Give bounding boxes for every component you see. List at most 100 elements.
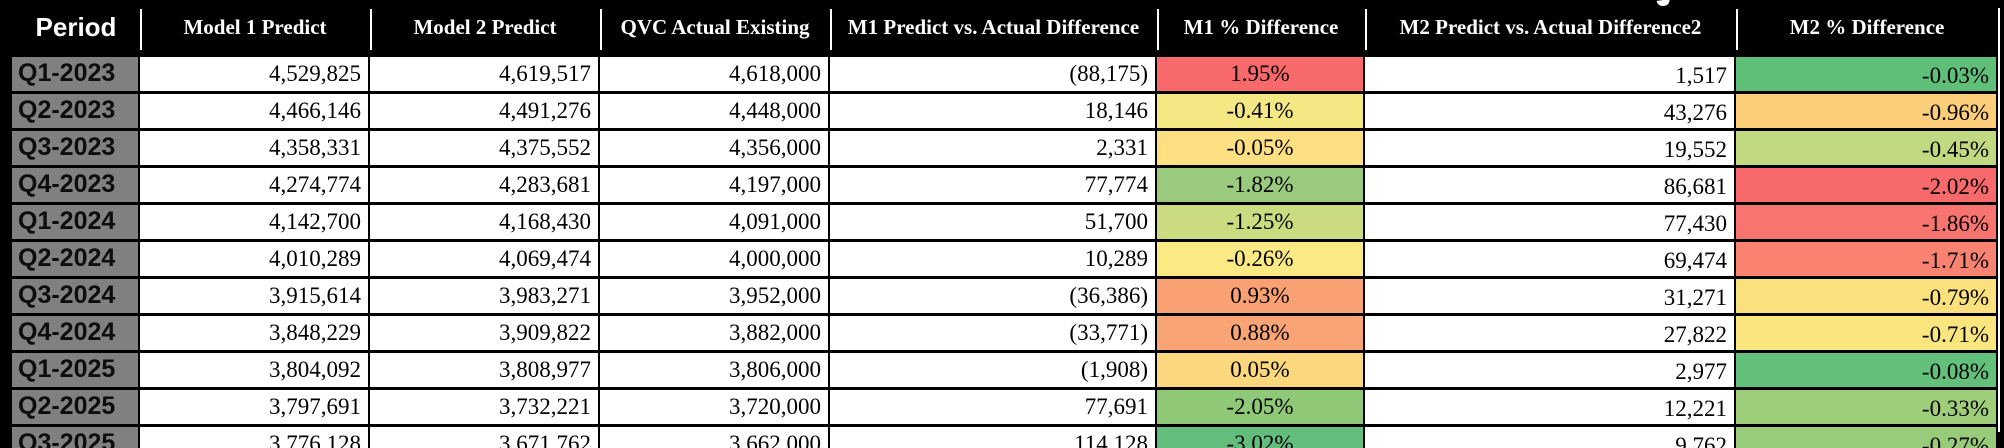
model1-predict-cell[interactable]: 4,466,146 — [140, 94, 370, 131]
m2-diff-cell[interactable]: 69,474 — [1365, 242, 1736, 279]
model1-predict-cell[interactable]: 3,804,092 — [140, 353, 370, 390]
model1-predict-cell[interactable]: 4,529,825 — [140, 57, 370, 94]
qvc-actual-cell[interactable]: 4,091,000 — [600, 205, 830, 242]
period-cell[interactable]: Q1-2023 — [12, 57, 140, 94]
m2-pct-cell[interactable]: -1.71% — [1736, 242, 1998, 279]
period-cell[interactable]: Q3-2024 — [12, 279, 140, 316]
model2-predict-cell[interactable]: 4,069,474 — [370, 242, 600, 279]
m1-pct-cell[interactable]: -0.05% — [1157, 131, 1365, 168]
qvc-actual-cell[interactable]: 4,448,000 — [600, 94, 830, 131]
m2-diff-cell[interactable]: 86,681 — [1365, 168, 1736, 205]
qvc-actual-cell[interactable]: 3,952,000 — [600, 279, 830, 316]
m1-pct-cell[interactable]: -0.26% — [1157, 242, 1365, 279]
qvc-actual-cell[interactable]: 4,197,000 — [600, 168, 830, 205]
m2-diff-cell[interactable]: 77,430 — [1365, 205, 1736, 242]
m1-diff-cell[interactable]: (36,386) — [830, 279, 1157, 316]
m1-pct-cell[interactable]: 0.88% — [1157, 316, 1365, 353]
m1-diff-cell[interactable]: 114,128 — [830, 427, 1157, 448]
m1-diff-cell[interactable]: 51,700 — [830, 205, 1157, 242]
m2-diff-cell[interactable]: 1,517 — [1365, 57, 1736, 94]
column-header-model1-predict[interactable]: Model 1 Predict — [140, 0, 370, 57]
period-cell[interactable]: Q3-2023 — [12, 131, 140, 168]
column-header-m1-pct[interactable]: M1 % Difference — [1157, 0, 1365, 57]
m1-diff-cell[interactable]: 77,691 — [830, 390, 1157, 427]
model2-predict-cell[interactable]: 3,808,977 — [370, 353, 600, 390]
period-cell[interactable]: Q4-2023 — [12, 168, 140, 205]
column-header-m1-diff[interactable]: M1 Predict vs. Actual Difference — [830, 0, 1157, 57]
m1-diff-cell[interactable]: 2,331 — [830, 131, 1157, 168]
m2-pct-cell[interactable]: -1.86% — [1736, 205, 1998, 242]
qvc-actual-cell[interactable]: 4,000,000 — [600, 242, 830, 279]
column-header-qvc-actual[interactable]: QVC Actual Existing — [600, 0, 830, 57]
table-row: Q1-2023 4,529,825 4,619,517 4,618,000 (8… — [12, 57, 1998, 94]
m2-diff-cell[interactable]: 43,276 — [1365, 94, 1736, 131]
m2-pct-cell[interactable]: -0.33% — [1736, 390, 1998, 427]
qvc-actual-cell[interactable]: 4,618,000 — [600, 57, 830, 94]
column-header-m2-pct[interactable]: M2 % Difference — [1736, 0, 1998, 57]
m2-pct-cell[interactable]: -0.45% — [1736, 131, 1998, 168]
m2-pct-cell[interactable]: -2.02% — [1736, 168, 1998, 205]
m1-pct-cell[interactable]: -2.05% — [1157, 390, 1365, 427]
m2-pct-cell[interactable]: -0.96% — [1736, 94, 1998, 131]
m2-diff-cell[interactable]: 27,822 — [1365, 316, 1736, 353]
m1-pct-cell[interactable]: -3.02% — [1157, 427, 1365, 448]
m1-pct-cell[interactable]: -0.41% — [1157, 94, 1365, 131]
m2-pct-cell[interactable]: -0.71% — [1736, 316, 1998, 353]
model2-predict-cell[interactable]: 3,909,822 — [370, 316, 600, 353]
period-cell[interactable]: Q1-2025 — [12, 353, 140, 390]
m1-diff-cell[interactable]: 77,774 — [830, 168, 1157, 205]
m2-pct-cell[interactable]: -0.08% — [1736, 353, 1998, 390]
period-cell[interactable]: Q3-2025 — [12, 427, 140, 448]
model2-predict-cell[interactable]: 4,619,517 — [370, 57, 600, 94]
model1-predict-cell[interactable]: 4,142,700 — [140, 205, 370, 242]
period-cell[interactable]: Q2-2025 — [12, 390, 140, 427]
model2-predict-cell[interactable]: 3,983,271 — [370, 279, 600, 316]
period-cell[interactable]: Q2-2024 — [12, 242, 140, 279]
m1-diff-cell[interactable]: (1,908) — [830, 353, 1157, 390]
m2-diff-cell[interactable]: 19,552 — [1365, 131, 1736, 168]
table-row: Q4-2023 4,274,774 4,283,681 4,197,000 77… — [12, 168, 1998, 205]
model1-predict-cell[interactable]: 3,797,691 — [140, 390, 370, 427]
qvc-actual-cell[interactable]: 4,356,000 — [600, 131, 830, 168]
model2-predict-cell[interactable]: 4,491,276 — [370, 94, 600, 131]
m1-pct-cell[interactable]: -1.25% — [1157, 205, 1365, 242]
table-row: Q4-2024 3,848,229 3,909,822 3,882,000 (3… — [12, 316, 1998, 353]
model2-predict-cell[interactable]: 4,168,430 — [370, 205, 600, 242]
column-header-model2-predict[interactable]: Model 2 Predict — [370, 0, 600, 57]
model1-predict-cell[interactable]: 4,010,289 — [140, 242, 370, 279]
m2-diff-cell[interactable]: 9,762 — [1365, 427, 1736, 448]
m1-diff-cell[interactable]: (33,771) — [830, 316, 1157, 353]
model2-predict-cell[interactable]: 3,671,762 — [370, 427, 600, 448]
m1-pct-cell[interactable]: -1.82% — [1157, 168, 1365, 205]
qvc-actual-cell[interactable]: 3,720,000 — [600, 390, 830, 427]
table-row: Q1-2024 4,142,700 4,168,430 4,091,000 51… — [12, 205, 1998, 242]
model1-predict-cell[interactable]: 3,848,229 — [140, 316, 370, 353]
m2-diff-cell[interactable]: 12,221 — [1365, 390, 1736, 427]
model1-predict-cell[interactable]: 4,358,331 — [140, 131, 370, 168]
period-cell[interactable]: Q2-2023 — [12, 94, 140, 131]
model2-predict-cell[interactable]: 4,375,552 — [370, 131, 600, 168]
period-cell[interactable]: Q4-2024 — [12, 316, 140, 353]
m2-pct-cell[interactable]: -0.03% — [1736, 57, 1998, 94]
m1-diff-cell[interactable]: (88,175) — [830, 57, 1157, 94]
column-header-m2-diff[interactable]: M2 Predict vs. Actual Difference2 — [1365, 0, 1736, 57]
model1-predict-cell[interactable]: 3,776,128 — [140, 427, 370, 448]
model2-predict-cell[interactable]: 3,732,221 — [370, 390, 600, 427]
qvc-actual-cell[interactable]: 3,662,000 — [600, 427, 830, 448]
m1-pct-cell[interactable]: 0.05% — [1157, 353, 1365, 390]
period-cell[interactable]: Q1-2024 — [12, 205, 140, 242]
m2-pct-cell[interactable]: -0.79% — [1736, 279, 1998, 316]
qvc-actual-cell[interactable]: 3,806,000 — [600, 353, 830, 390]
m2-diff-cell[interactable]: 31,271 — [1365, 279, 1736, 316]
m2-pct-cell[interactable]: -0.27% — [1736, 427, 1998, 448]
model1-predict-cell[interactable]: 3,915,614 — [140, 279, 370, 316]
qvc-actual-cell[interactable]: 3,882,000 — [600, 316, 830, 353]
model2-predict-cell[interactable]: 4,283,681 — [370, 168, 600, 205]
m1-pct-cell[interactable]: 1.95% — [1157, 57, 1365, 94]
m1-diff-cell[interactable]: 10,289 — [830, 242, 1157, 279]
model1-predict-cell[interactable]: 4,274,774 — [140, 168, 370, 205]
m2-diff-cell[interactable]: 2,977 — [1365, 353, 1736, 390]
column-header-period[interactable]: Period — [12, 0, 140, 57]
m1-pct-cell[interactable]: 0.93% — [1157, 279, 1365, 316]
m1-diff-cell[interactable]: 18,146 — [830, 94, 1157, 131]
